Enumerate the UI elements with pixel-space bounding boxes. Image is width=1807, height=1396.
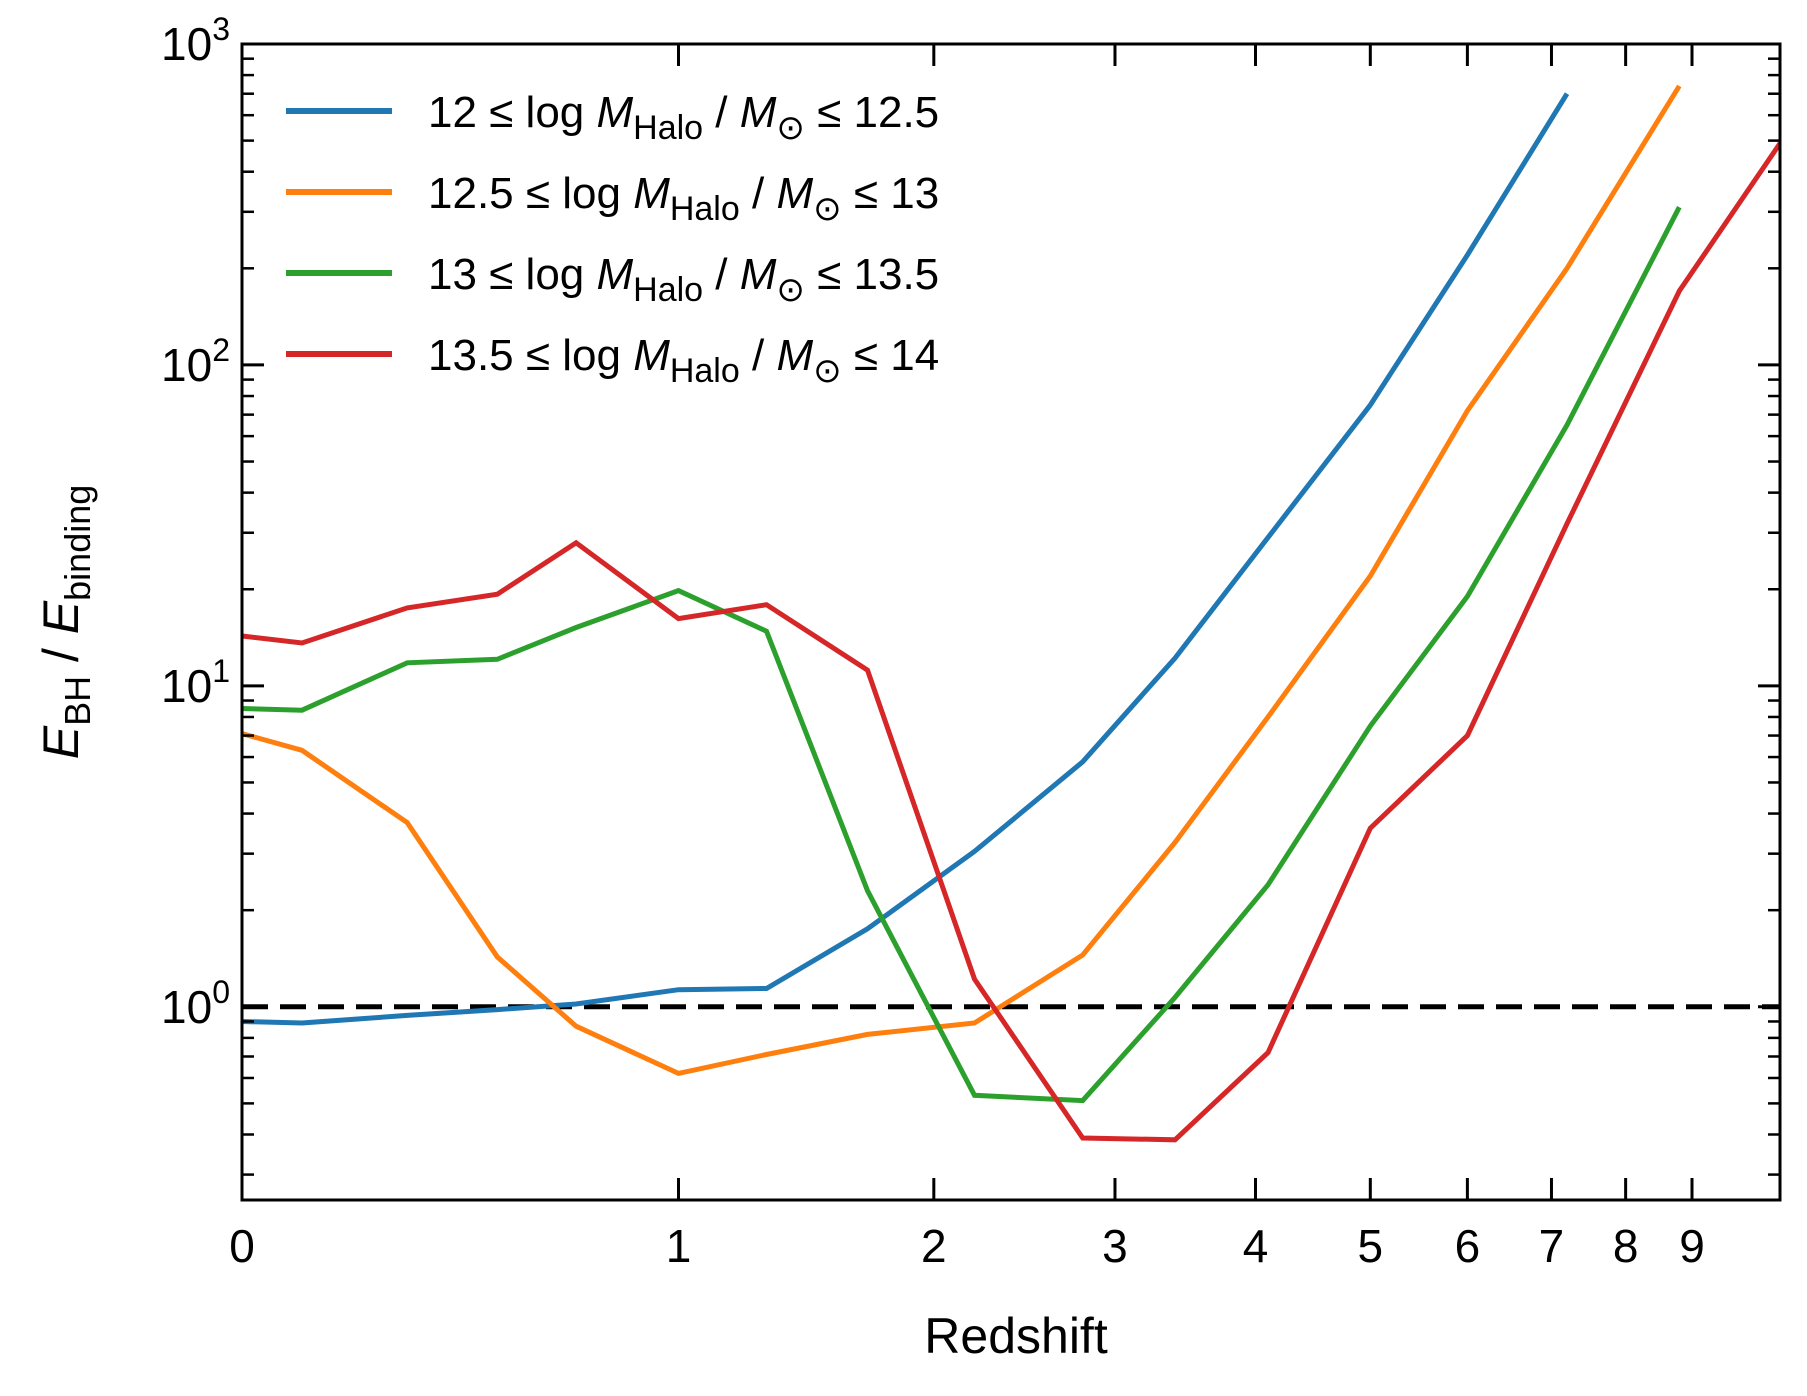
x-tick-label: 2 [921,1220,947,1272]
series-layer [242,84,1780,1143]
y-tick-label: 101 [161,653,230,712]
series-line-2 [242,84,1682,1077]
x-tick-label: 5 [1358,1220,1384,1272]
x-tick-label: 1 [666,1220,692,1272]
axes: 0 1 2 3 4 5 6 7 8 9 100 101 102 103 Redshift EBH / Ebin… [33,11,1782,1364]
x-tick-label: 0 [229,1220,255,1272]
plot-frame [240,42,1782,1202]
y-axis-label: EBH / Ebinding [33,485,98,760]
legend-label-1: 12 ≤ log MHalo / M⊙ ≤ 12.5 [428,88,939,147]
series-line-1 [242,92,1570,1026]
x-tick-label: 3 [1102,1220,1128,1272]
series-line-4 [242,141,1780,1143]
x-tick-label: 8 [1613,1220,1639,1272]
y-tick-label: 102 [161,332,230,391]
x-tick-label: 6 [1455,1220,1481,1272]
legend: 12 ≤ log MHalo / M⊙ ≤ 12.5 12.5 ≤ log MHa… [286,88,939,390]
legend-label-4: 13.5 ≤ log MHalo / M⊙ ≤ 14 [428,331,939,390]
y-tick-label: 103 [161,11,230,70]
x-tick-label: 7 [1539,1220,1565,1272]
legend-label-3: 13 ≤ log MHalo / M⊙ ≤ 13.5 [428,250,939,309]
x-tick-label: 9 [1679,1220,1705,1272]
y-tick-label: 100 [161,974,230,1033]
legend-label-2: 12.5 ≤ log MHalo / M⊙ ≤ 13 [428,169,939,228]
series-line-3 [242,206,1682,1104]
x-axis-label: Redshift [924,1308,1108,1364]
x-tick-label: 4 [1243,1220,1269,1272]
